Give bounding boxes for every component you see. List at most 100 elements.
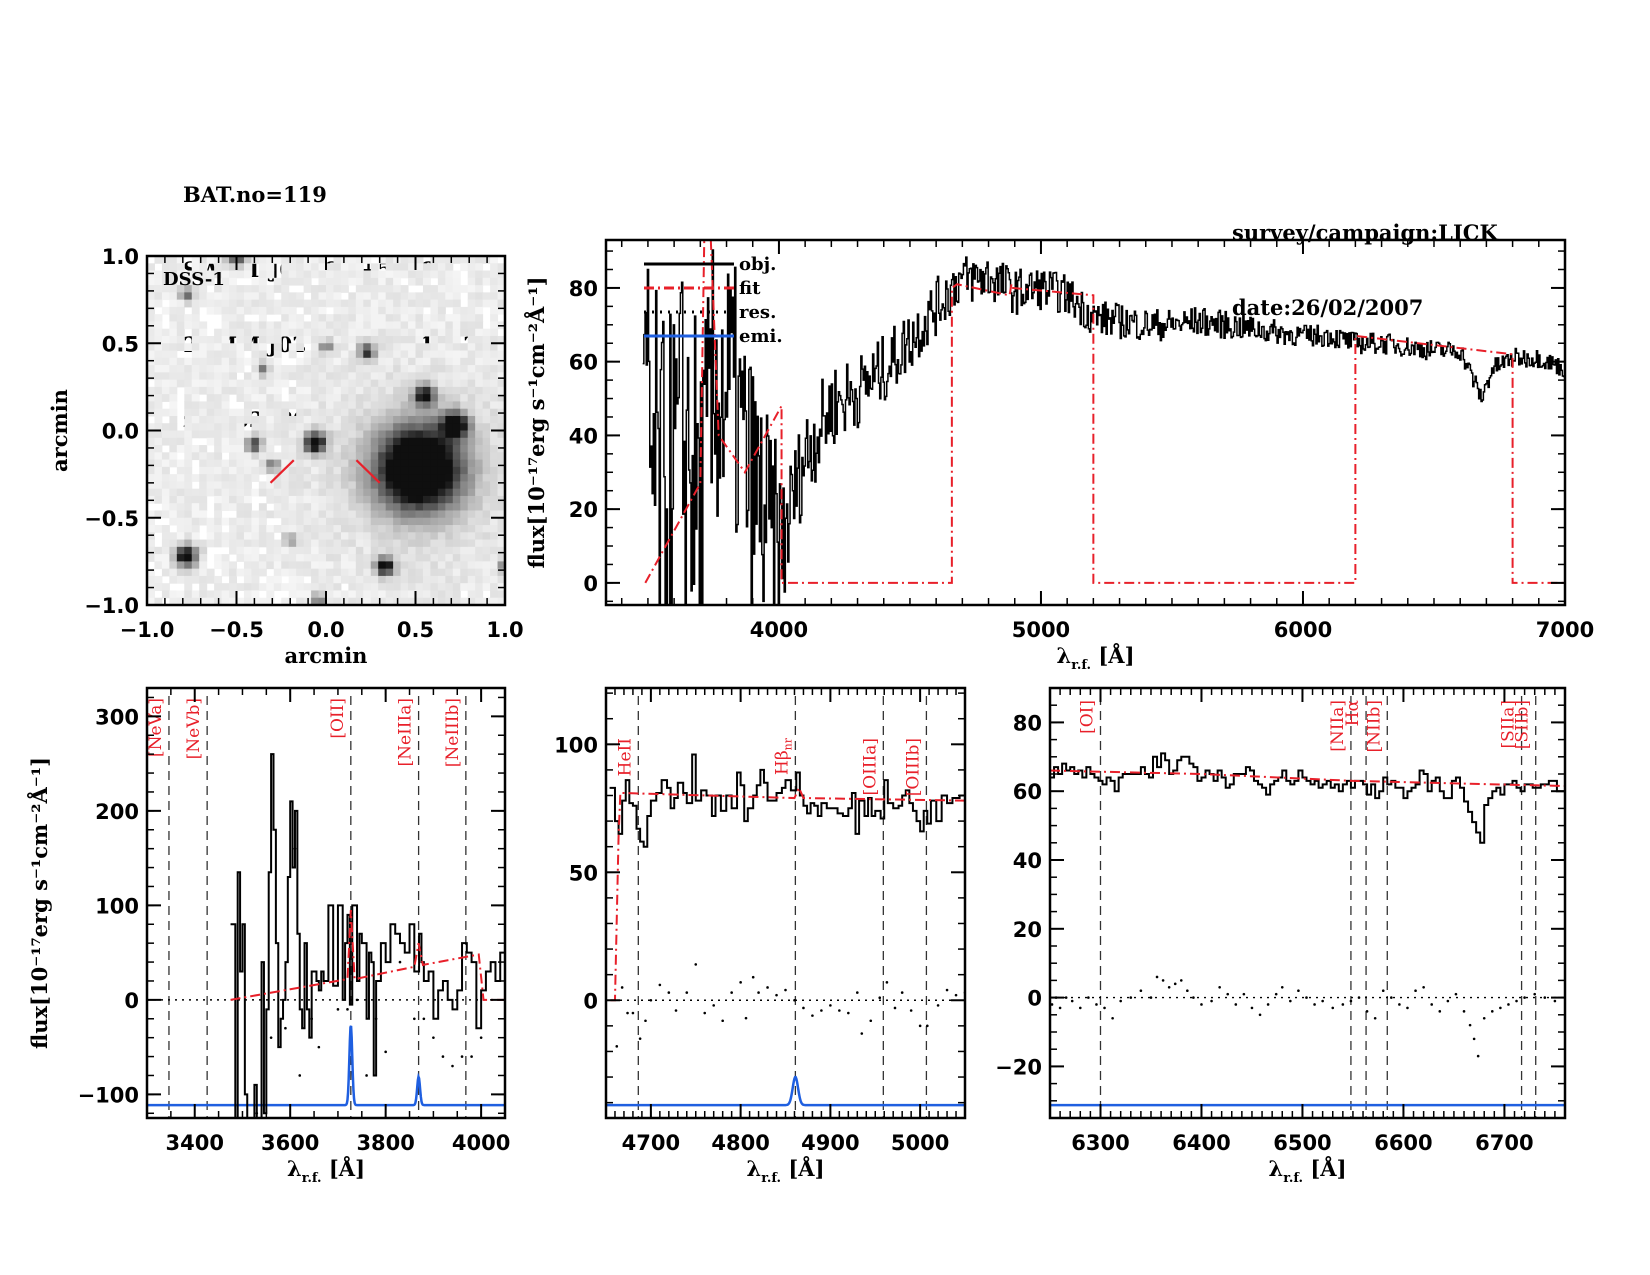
image-pixel bbox=[221, 394, 230, 402]
image-pixel bbox=[430, 263, 439, 272]
image-pixel bbox=[214, 343, 223, 352]
image-pixel bbox=[258, 408, 267, 417]
image-pixel bbox=[385, 525, 394, 533]
image-pixel bbox=[378, 277, 387, 286]
image-pixel bbox=[184, 357, 193, 366]
image-pixel bbox=[303, 495, 312, 504]
residual-point bbox=[1087, 996, 1090, 999]
image-pixel bbox=[229, 343, 237, 352]
image-pixel bbox=[169, 459, 178, 468]
image-pixel bbox=[370, 495, 379, 504]
image-pixel bbox=[229, 452, 237, 461]
image-pixel bbox=[490, 321, 499, 330]
image-pixel bbox=[430, 328, 439, 337]
image-pixel bbox=[467, 474, 476, 482]
image-pixel bbox=[415, 408, 424, 417]
image-pixel bbox=[460, 408, 469, 417]
image-pixel bbox=[281, 299, 290, 308]
image-pixel bbox=[184, 597, 193, 605]
image-pixel bbox=[311, 561, 320, 570]
image-pixel bbox=[176, 299, 185, 308]
image-pixel bbox=[422, 415, 431, 424]
image-pixel bbox=[243, 306, 252, 315]
image-pixel bbox=[199, 408, 208, 417]
image-pixel bbox=[370, 299, 379, 308]
image-pixel bbox=[385, 343, 394, 352]
image-pixel bbox=[296, 539, 305, 548]
image-pixel bbox=[408, 408, 416, 417]
obj-spectrum bbox=[1050, 752, 1565, 844]
residual-point bbox=[1515, 999, 1518, 1003]
residual-point bbox=[685, 991, 689, 994]
image-pixel bbox=[393, 299, 402, 308]
image-pixel bbox=[333, 343, 342, 352]
y-tick-label: 60 bbox=[569, 351, 598, 375]
image-pixel bbox=[288, 423, 297, 431]
image-pixel bbox=[326, 568, 334, 577]
image-pixel bbox=[251, 285, 260, 293]
image-pixel bbox=[393, 525, 402, 533]
image-pixel bbox=[161, 372, 170, 381]
image-pixel bbox=[184, 379, 193, 388]
image-pixel bbox=[184, 590, 193, 599]
image-pixel bbox=[229, 488, 237, 497]
image-pixel bbox=[258, 488, 267, 497]
image-pixel bbox=[445, 256, 454, 264]
obj-spectrum bbox=[642, 249, 1565, 605]
image-pixel bbox=[430, 314, 439, 322]
image-pixel bbox=[363, 306, 372, 315]
image-pixel bbox=[236, 503, 245, 511]
image-pixel bbox=[288, 474, 297, 482]
survey-label: DSS-1 bbox=[163, 269, 225, 290]
image-pixel bbox=[378, 452, 387, 461]
image-pixel bbox=[326, 532, 334, 541]
image-pixel bbox=[348, 481, 357, 490]
image-pixel bbox=[348, 415, 357, 424]
image-pixel bbox=[497, 474, 505, 482]
image-pixel bbox=[184, 285, 193, 293]
image-pixel bbox=[147, 430, 155, 439]
image-pixel bbox=[422, 561, 431, 570]
image-pixel bbox=[169, 314, 178, 322]
image-pixel bbox=[206, 401, 215, 410]
residual-point bbox=[1258, 1013, 1262, 1017]
image-pixel bbox=[467, 357, 476, 366]
image-pixel bbox=[258, 437, 267, 446]
residual-point bbox=[694, 963, 698, 966]
image-pixel bbox=[475, 328, 484, 337]
image-pixel bbox=[408, 437, 416, 446]
image-pixel bbox=[408, 488, 416, 497]
image-pixel bbox=[445, 299, 454, 308]
image-pixel bbox=[400, 488, 409, 497]
image-pixel bbox=[214, 583, 223, 591]
image-pixel bbox=[482, 503, 491, 511]
image-pixel bbox=[430, 532, 439, 541]
image-pixel bbox=[258, 285, 267, 293]
image-pixel bbox=[318, 488, 327, 497]
residual-point bbox=[893, 1006, 897, 1010]
image-pixel bbox=[258, 277, 267, 286]
image-pixel bbox=[161, 277, 170, 286]
image-pixel bbox=[400, 256, 409, 264]
image-pixel bbox=[221, 488, 230, 497]
image-pixel bbox=[370, 546, 379, 555]
image-pixel bbox=[400, 423, 409, 431]
image-pixel bbox=[340, 365, 349, 373]
image-pixel bbox=[430, 590, 439, 599]
image-pixel bbox=[355, 328, 364, 337]
residual-point bbox=[422, 1017, 426, 1021]
image-pixel bbox=[303, 525, 312, 533]
image-pixel bbox=[206, 365, 215, 373]
image-pixel bbox=[318, 495, 327, 504]
image-pixel bbox=[437, 401, 446, 410]
rest-frame-subscript: r.f. bbox=[302, 1171, 322, 1186]
y-axis-label: arcmin bbox=[47, 389, 72, 472]
target-marker bbox=[355, 459, 381, 484]
residual-point bbox=[1173, 982, 1177, 986]
image-pixel bbox=[452, 597, 461, 605]
image-pixel bbox=[467, 292, 476, 301]
image-pixel bbox=[154, 328, 163, 337]
image-pixel bbox=[445, 314, 454, 322]
residual-point bbox=[1523, 996, 1526, 999]
image-pixel bbox=[191, 546, 200, 555]
